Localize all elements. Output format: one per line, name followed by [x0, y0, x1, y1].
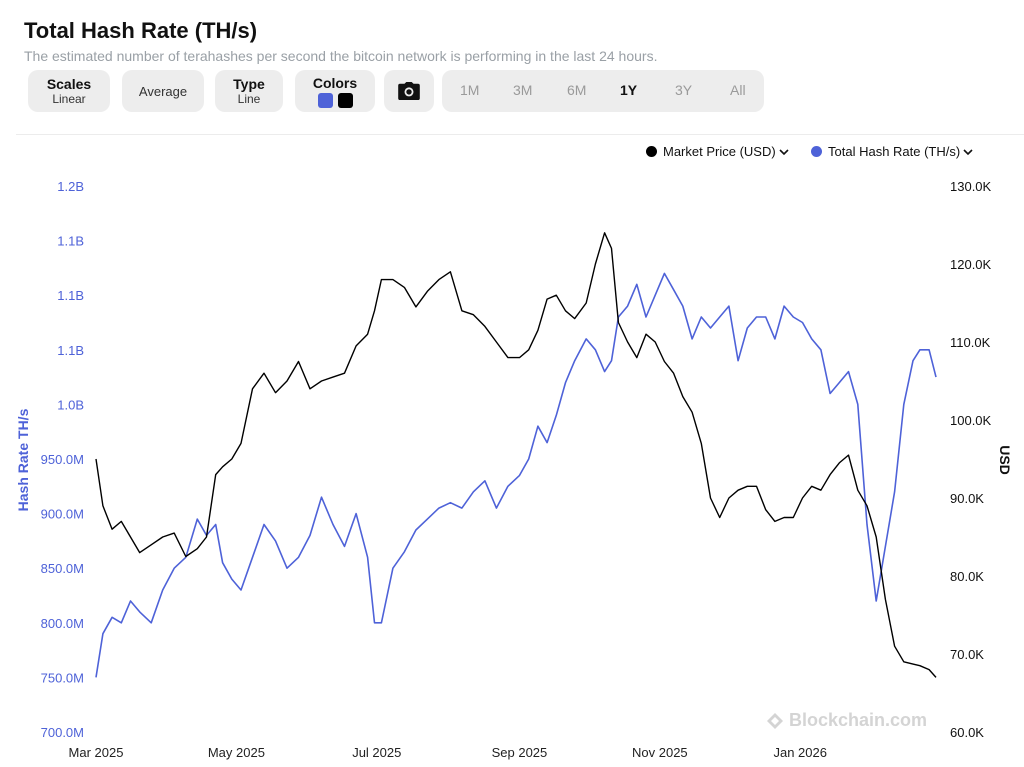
page-subtitle: The estimated number of terahashes per s…	[24, 48, 658, 64]
y-left-tick-label: 800.0M	[41, 616, 84, 631]
legend-dot-hash-rate	[811, 146, 822, 157]
camera-icon	[398, 82, 420, 100]
blockchain-logo-icon	[767, 712, 783, 729]
page-title: Total Hash Rate (TH/s)	[24, 18, 258, 43]
x-tick-label: Mar 2025	[69, 745, 124, 760]
average-button[interactable]: Average	[122, 70, 204, 112]
x-tick-label: Jan 2026	[773, 745, 827, 760]
legend-item-market-price[interactable]: Market Price (USD)	[646, 144, 789, 159]
scales-value: Linear	[52, 91, 86, 106]
divider	[16, 134, 1024, 135]
y-right-tick-label: 130.0K	[950, 179, 992, 194]
y-right-tick-label: 70.0K	[950, 647, 984, 662]
y-right-tick-label: 60.0K	[950, 725, 984, 740]
scales-label: Scales	[46, 75, 92, 92]
watermark-text: Blockchain.com	[789, 710, 928, 730]
y-right-tick-label: 100.0K	[950, 413, 992, 428]
legend-label-hash-rate: Total Hash Rate (TH/s)	[828, 144, 961, 159]
hashrate-color-swatch[interactable]	[317, 92, 333, 108]
y-right-tick-label: 90.0K	[950, 491, 984, 506]
time-range-selector: 1M 3M 6M 1Y 3Y All	[442, 70, 764, 112]
legend-label-market-price: Market Price (USD)	[663, 144, 776, 159]
type-value: Line	[237, 91, 261, 106]
legend-dot-market-price	[646, 146, 657, 157]
y-right-tick-label: 80.0K	[950, 569, 984, 584]
average-label: Average	[138, 83, 188, 99]
x-tick-label: Jul 2025	[352, 745, 401, 760]
y-left-tick-label: 700.0M	[41, 725, 84, 740]
x-tick-label: May 2025	[208, 745, 265, 760]
y-right-axis-title: USD	[997, 445, 1013, 475]
screenshot-button[interactable]	[384, 70, 434, 112]
market-price-series-line	[95, 232, 937, 678]
range-1m-button[interactable]: 1M	[460, 82, 480, 98]
y-right-tick-label: 120.0K	[950, 257, 992, 272]
range-6m-button[interactable]: 6M	[567, 82, 587, 98]
colors-button[interactable]: Colors	[295, 70, 375, 112]
y-left-tick-label: 950.0M	[41, 452, 84, 467]
chevron-down-icon	[963, 148, 973, 155]
type-label: Type	[233, 75, 265, 92]
price-color-swatch[interactable]	[337, 92, 353, 108]
y-left-tick-label: 1.1B	[57, 234, 84, 249]
scales-button[interactable]: Scales Linear	[28, 70, 110, 112]
x-tick-label: Nov 2025	[632, 745, 688, 760]
x-tick-label: Sep 2025	[492, 745, 548, 760]
y-left-tick-label: 1.2B	[57, 179, 84, 194]
hash-rate-series-line	[95, 272, 937, 678]
type-button[interactable]: Type Line	[215, 70, 283, 112]
y-left-tick-label: 850.0M	[41, 561, 84, 576]
range-1y-button[interactable]: 1Y	[620, 82, 638, 98]
y-right-tick-label: 110.0K	[950, 335, 991, 350]
colors-label: Colors	[312, 74, 358, 91]
legend-item-hash-rate[interactable]: Total Hash Rate (TH/s)	[811, 144, 973, 159]
y-left-tick-label: 900.0M	[41, 507, 84, 522]
range-all-button[interactable]: All	[730, 82, 746, 98]
y-left-tick-label: 1.1B	[57, 288, 84, 303]
y-left-axis-title: Hash Rate TH/s	[15, 408, 31, 511]
blockchain-watermark: Blockchain.com	[766, 710, 927, 731]
y-left-tick-label: 1.1B	[57, 343, 84, 358]
y-left-tick-label: 1.0B	[57, 397, 84, 412]
range-3m-button[interactable]: 3M	[513, 82, 533, 98]
range-3y-button[interactable]: 3Y	[675, 82, 693, 98]
chevron-down-icon	[779, 148, 789, 155]
y-left-tick-label: 750.0M	[41, 670, 84, 685]
